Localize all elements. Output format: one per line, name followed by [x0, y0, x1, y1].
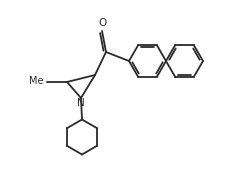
- Text: O: O: [98, 19, 107, 29]
- Text: Me: Me: [28, 76, 43, 86]
- Text: N: N: [77, 98, 85, 108]
